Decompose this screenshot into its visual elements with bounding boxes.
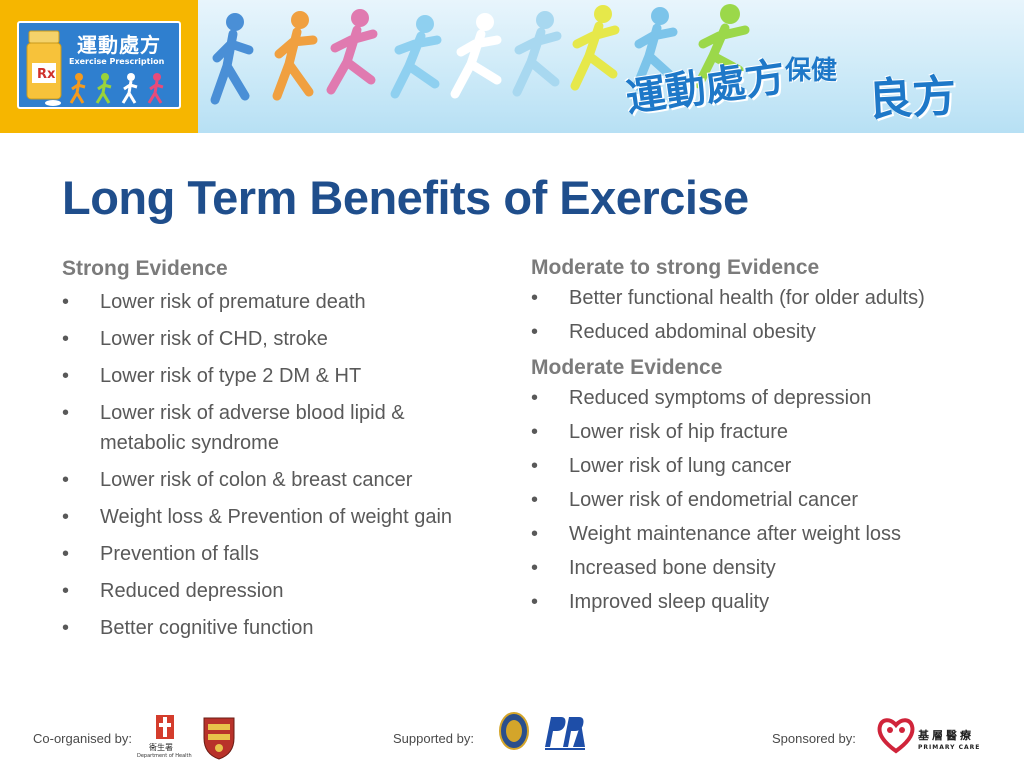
moderate-to-strong-evidence-list: • Better functional health (for older adu… (531, 285, 951, 346)
heart-hands-icon (877, 718, 915, 754)
bullet-icon: • (62, 365, 70, 387)
list-item-text: Prevention of falls (100, 543, 259, 565)
list-item: • Weight maintenance after weight loss (531, 521, 951, 548)
list-item-text: Lower risk of lung cancer (569, 455, 792, 477)
list-item-text: Reduced symptoms of depression (569, 387, 872, 409)
primary-care-en: PRIMARY CARE (918, 744, 981, 751)
list-item-text: Lower risk of colon & breast cancer (100, 469, 413, 491)
list-item-text: Weight maintenance after weight loss (569, 523, 902, 545)
list-item-text: Weight loss & Prevention of weight gain (100, 506, 453, 528)
bullet-icon: • (531, 557, 539, 579)
exercise-prescription-logo: Rx 運動處方 Exercise Prescription (0, 0, 198, 133)
list-item-text: Lower risk of adverse blood lipid & meta… (100, 402, 405, 454)
list-item: • Lower risk of colon & breast cancer (62, 465, 482, 495)
bullet-icon: • (531, 321, 539, 343)
department-of-health-logo: 衞生署 Department of Health (137, 713, 193, 765)
slide-title: Long Term Benefits of Exercise (62, 171, 749, 224)
logo-panel: Rx 運動處方 Exercise Prescription (17, 21, 181, 109)
list-item: • Prevention of falls (62, 539, 482, 569)
list-item: • Weight loss & Prevention of weight gain (62, 502, 482, 532)
bullet-icon: • (62, 543, 70, 565)
bullet-icon: • (62, 469, 70, 491)
list-item-text: Reduced abdominal obesity (569, 321, 816, 343)
primary-care-logo: 基層醫療 PRIMARY CARE (876, 713, 988, 761)
list-item-text: Better cognitive function (100, 617, 314, 639)
list-item: • Lower risk of endometrial cancer (531, 487, 951, 514)
moderate-evidence-heading: Moderate Evidence (531, 356, 723, 379)
list-item: • Better functional health (for older adu… (531, 285, 951, 312)
moderate-evidence-list: • Reduced symptoms of depression • Lower r… (531, 385, 951, 616)
bullet-icon: • (62, 506, 70, 528)
list-item-text: Lower risk of hip fracture (569, 421, 788, 443)
list-item: • Reduced symptoms of depression (531, 385, 951, 412)
list-item-text: Lower risk of endometrial cancer (569, 489, 859, 511)
list-item-text: Lower risk of premature death (100, 291, 366, 313)
list-item-text: Reduced depression (100, 580, 284, 602)
bullet-icon: • (62, 291, 70, 313)
list-item: • Better cognitive function (62, 613, 482, 643)
list-item: • Improved sleep quality (531, 589, 951, 616)
bullet-icon: • (62, 402, 70, 424)
list-item-text: Increased bone density (569, 557, 776, 579)
list-item: • Lower risk of lung cancer (531, 453, 951, 480)
runner-figures-illustration (210, 4, 750, 105)
medical-crest-icon (156, 715, 174, 739)
supported-label: Supported by: (393, 731, 474, 746)
bullet-icon: • (531, 523, 539, 545)
bullet-icon: • (62, 328, 70, 350)
bullet-icon: • (531, 489, 539, 511)
bullet-icon: • (531, 387, 539, 409)
strong-evidence-column: Strong Evidence • Lower risk of premature… (62, 254, 482, 650)
list-item: • Lower risk of type 2 DM & HT (62, 361, 482, 391)
header-banner: Rx 運動處方 Exercise Prescription 運 (0, 0, 1024, 133)
bullet-icon: • (531, 287, 539, 309)
list-item-text: Lower risk of type 2 DM & HT (100, 365, 362, 387)
strong-evidence-heading: Strong Evidence (62, 257, 228, 280)
pill-bottle-icon: Rx (26, 30, 62, 106)
moderate-to-strong-evidence-heading: Moderate to strong Evidence (531, 256, 820, 279)
bullet-icon: • (531, 455, 539, 477)
list-item: • Lower risk of premature death (62, 287, 482, 317)
list-item: • Reduced depression (62, 576, 482, 606)
sponsored-label: Sponsored by: (772, 731, 856, 746)
svg-text:Rx: Rx (37, 67, 56, 82)
badge-icon (499, 712, 529, 750)
moderate-evidence-column: Moderate to strong Evidence • Better func… (531, 253, 951, 623)
logo-title: 運動處方 (77, 33, 161, 57)
list-item-text: Improved sleep quality (569, 591, 770, 613)
strong-evidence-list: • Lower risk of premature death • Lower ri… (62, 287, 482, 643)
association-logo-icon (545, 717, 585, 750)
logo-subtitle: Exercise Prescription (69, 57, 165, 66)
runner-figure-icon (69, 73, 164, 104)
co-organised-label: Co-organised by: (33, 731, 132, 746)
list-item-text: Lower risk of CHD, stroke (100, 328, 328, 350)
list-item: • Increased bone density (531, 555, 951, 582)
bullet-icon: • (531, 591, 539, 613)
slogan-part3: 良方 (866, 70, 958, 127)
list-item: • Reduced abdominal obesity (531, 319, 951, 346)
department-of-health-en: Department of Health (137, 753, 192, 759)
bullet-icon: • (62, 580, 70, 602)
list-item: • Lower risk of adverse blood lipid & met… (62, 398, 482, 458)
list-item-text: Better functional health (for older adul… (569, 287, 925, 309)
footer-sponsors: Co-organised by: 衞生署 Department of Healt… (0, 705, 1024, 768)
primary-care-cn: 基層醫療 (918, 729, 974, 742)
slogan-part2: 保健 (785, 56, 838, 86)
college-crest-icon (203, 717, 235, 760)
department-of-health-cn: 衞生署 (149, 743, 173, 752)
list-item: • Lower risk of hip fracture (531, 419, 951, 446)
bullet-icon: • (531, 421, 539, 443)
bullet-icon: • (62, 617, 70, 639)
list-item: • Lower risk of CHD, stroke (62, 324, 482, 354)
